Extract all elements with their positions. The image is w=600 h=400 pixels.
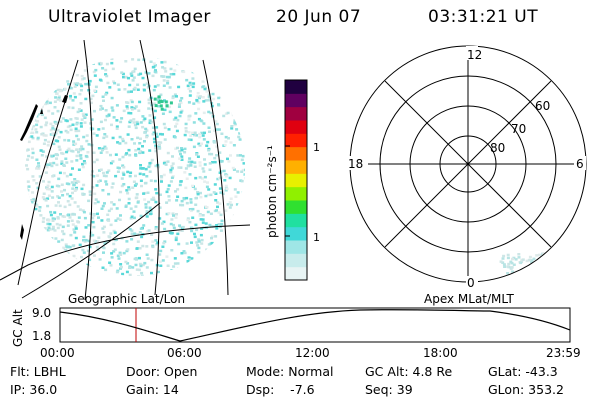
- colorbar-segment: [285, 93, 307, 108]
- alt-ytick-1.8: 1.8: [32, 329, 51, 343]
- gc-alt-info: GC Alt: 4.8 Re: [365, 364, 453, 379]
- geographic-map: [0, 40, 251, 300]
- colorbar-segment: [285, 200, 307, 214]
- colorbar-segment: [285, 173, 307, 188]
- polar-grid: [349, 45, 587, 283]
- alt-xtick-1800: 18:00: [423, 346, 458, 360]
- apex-caption: Apex MLat/MLT: [424, 292, 514, 306]
- colorbar-segment: [285, 160, 307, 174]
- dsp-info: Dsp: -7.6: [246, 382, 315, 397]
- colorbar-segment: [285, 133, 307, 148]
- gain-info: Gain: 14: [126, 382, 179, 397]
- glon-info: GLon: 353.2: [488, 382, 564, 397]
- altitude-plot: 9.0 1.8 GC Alt 00:00 06:00 12:00 18:00 2…: [11, 306, 581, 360]
- colorbar-segment: [285, 106, 307, 121]
- mlat-label-70: 70: [511, 122, 526, 136]
- filter-info: Flt: LBHL: [10, 364, 66, 379]
- colorbar-unit-label: photon cm⁻²s⁻¹: [265, 145, 279, 238]
- colorbar-segment: [285, 240, 307, 254]
- door-info: Door: Open: [126, 364, 198, 379]
- colorbar-segment: [285, 226, 307, 241]
- colorbar-tick-10: 10: [313, 231, 320, 244]
- altitude-curve: [59, 309, 571, 342]
- instrument-title: Ultraviolet Imager: [48, 7, 211, 27]
- alt-xtick-0000: 00:00: [40, 346, 75, 360]
- geographic-caption: Geographic Lat/Lon: [68, 292, 186, 306]
- coastline-marks: [20, 95, 68, 240]
- alt-xtick-1200: 12:00: [295, 346, 330, 360]
- polar-plot: 12 18 6 0 60 70 80: [346, 45, 587, 290]
- colorbar-segment: [285, 213, 307, 228]
- mlt-label-6: 6: [576, 157, 584, 171]
- aurora-emission: [25, 56, 245, 276]
- grid-lines: [0, 40, 251, 300]
- seq-info: Seq: 39: [365, 382, 413, 397]
- colorbar: 100 10 photon cm⁻²s⁻¹: [265, 79, 320, 281]
- mlt-label-18: 18: [348, 157, 363, 171]
- colorbar-tick-100: 100: [313, 141, 320, 154]
- colorbar-segment: [285, 266, 307, 281]
- colorbar-segment: [285, 253, 307, 268]
- colorbar-gradient: [285, 80, 307, 281]
- alt-xtick-0600: 06:00: [167, 346, 202, 360]
- colorbar-segment: [285, 80, 307, 94]
- alt-ytick-9: 9.0: [32, 306, 51, 320]
- mlt-label-0: 0: [467, 276, 475, 290]
- alt-xtick-2359: 23:59: [546, 346, 581, 360]
- mlat-label-60: 60: [535, 99, 550, 113]
- ip-info: IP: 36.0: [10, 382, 58, 397]
- glat-info: GLat: -43.3: [488, 364, 558, 379]
- alt-ylabel: GC Alt: [11, 309, 25, 347]
- mlt-label-12: 12: [467, 48, 482, 62]
- mlat-label-80: 80: [490, 141, 505, 155]
- altitude-plot-frame: [59, 307, 571, 343]
- date-label: 20 Jun 07: [276, 7, 362, 27]
- colorbar-segment: [285, 186, 307, 201]
- colorbar-segment: [285, 146, 307, 161]
- colorbar-segment: [285, 120, 307, 134]
- time-label: 03:31:21 UT: [428, 7, 539, 27]
- mode-info: Mode: Normal: [246, 364, 334, 379]
